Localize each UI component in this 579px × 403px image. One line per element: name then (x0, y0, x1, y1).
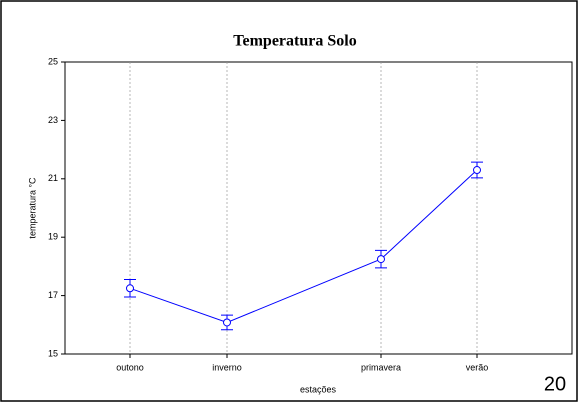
x-tick-label: verão (466, 362, 489, 372)
page-number: 20 (544, 373, 566, 395)
data-point (473, 166, 481, 175)
x-tick-label: inverno (212, 362, 242, 372)
y-tick-label: 17 (48, 290, 58, 300)
data-point (223, 318, 231, 327)
y-tick-label: 21 (48, 173, 58, 183)
chart-title: Temperatura Solo (233, 33, 356, 50)
series-line (129, 169, 478, 323)
x-axis-label: estações (300, 384, 337, 394)
y-tick-label: 25 (48, 56, 58, 66)
y-tick-label: 23 (48, 115, 58, 125)
data-point (377, 255, 385, 264)
y-axis-label: temperatura °C (27, 177, 37, 239)
plot-area (64, 61, 573, 355)
x-tick-label: outono (116, 362, 144, 372)
x-tick-label: primavera (361, 362, 401, 372)
y-tick-label: 19 (48, 232, 58, 242)
data-point (126, 284, 134, 293)
y-tick-label: 15 (48, 348, 58, 358)
